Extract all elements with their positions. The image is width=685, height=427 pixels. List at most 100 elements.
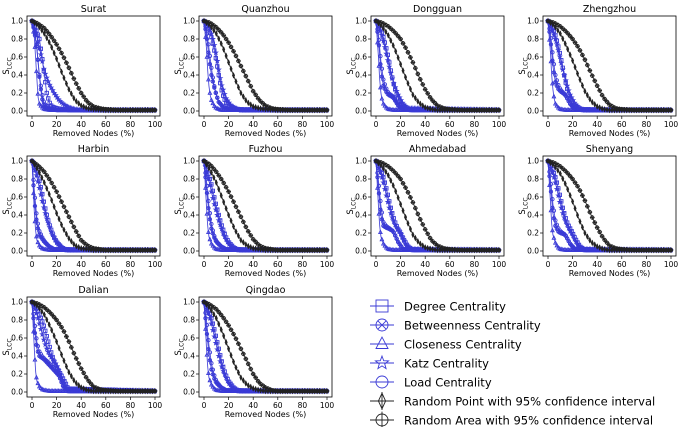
y-axis-label: SLCC: [346, 197, 358, 214]
y-tick-label: 0.2: [355, 229, 367, 238]
y-tick-label: 1.0: [183, 17, 195, 26]
data-point: [215, 64, 220, 69]
data-point: [258, 98, 263, 104]
y-tick-label: 1.0: [11, 298, 23, 307]
x-tick-label: 60: [445, 120, 455, 129]
y-tick-label: 0.0: [183, 107, 195, 116]
data-point: [46, 81, 53, 88]
x-tick-label: 80: [298, 260, 308, 269]
data-point: [226, 40, 231, 45]
data-point: [214, 30, 218, 37]
data-point: [204, 19, 209, 25]
data-point: [234, 78, 238, 85]
data-point: [51, 38, 57, 44]
panel-title: Zhengzhou: [583, 4, 636, 15]
data-point: [48, 84, 55, 91]
y-tick-label: 0.4: [183, 71, 195, 80]
data-point: [219, 40, 223, 47]
data-point: [240, 68, 246, 74]
data-point: [218, 29, 224, 35]
y-tick-label: 1.0: [355, 17, 367, 26]
data-point: [239, 89, 243, 97]
y-axis-label: SLCC: [174, 57, 186, 74]
y-tick-label: 0.6: [11, 53, 23, 62]
data-point: [82, 103, 86, 110]
y-tick-label: 0.2: [11, 370, 23, 379]
data-point: [250, 88, 256, 94]
x-tick-label: 100: [148, 120, 163, 129]
y-tick-label: 0.8: [355, 175, 367, 184]
y-tick-label: 0.0: [527, 247, 539, 256]
data-point: [208, 97, 214, 102]
data-point: [74, 97, 78, 105]
y-tick-label: 0.2: [183, 229, 195, 238]
data-point: [67, 86, 71, 93]
y-tick-label: 1.0: [355, 157, 367, 166]
x-tick-label: 100: [492, 260, 507, 269]
x-tick-label: 0: [30, 401, 35, 410]
series-random-area-with-95-confidence-interval: [29, 18, 158, 113]
data-point: [81, 94, 87, 99]
data-point: [43, 74, 50, 81]
data-point: [78, 90, 84, 96]
x-tick-label: 100: [320, 260, 335, 269]
data-point: [32, 44, 38, 49]
x-tick-label: 0: [374, 260, 379, 269]
data-point: [31, 25, 36, 30]
data-point: [244, 96, 248, 104]
data-point: [211, 41, 218, 48]
data-point: [212, 27, 216, 34]
data-point: [52, 49, 56, 57]
x-tick-label: 100: [492, 120, 507, 129]
x-tick-label: 40: [420, 120, 430, 129]
x-axis-label: Removed Nodes (%): [397, 129, 479, 138]
y-tick-label: 1.0: [527, 157, 539, 166]
data-point: [243, 73, 249, 79]
data-point: [261, 105, 265, 113]
data-point: [72, 94, 76, 102]
x-tick-label: 60: [273, 260, 283, 269]
series-random-area-with-95-confidence-interval: [201, 18, 330, 113]
y-axis-label: SLCC: [346, 57, 358, 74]
data-point: [212, 49, 219, 56]
data-point: [60, 68, 64, 76]
y-tick-label: 0.4: [183, 211, 195, 220]
data-point: [38, 103, 44, 108]
data-point: [35, 90, 41, 96]
x-tick-label: 20: [224, 260, 234, 269]
data-point: [224, 52, 228, 60]
data-point: [38, 83, 44, 88]
data-point: [66, 65, 72, 71]
data-point: [232, 72, 236, 79]
x-tick-label: 40: [248, 260, 258, 269]
data-point: [259, 105, 263, 112]
panel-title: Shenyang: [586, 144, 633, 155]
y-axis-label: SLCC: [174, 197, 186, 214]
data-point: [236, 58, 241, 64]
data-point: [68, 70, 74, 76]
data-point: [241, 93, 245, 100]
data-point: [57, 61, 61, 69]
data-point: [212, 84, 217, 89]
x-tick-label: 0: [30, 120, 35, 129]
x-axis-label: Removed Nodes (%): [397, 269, 479, 278]
data-point: [79, 102, 83, 109]
x-tick-label: 0: [374, 120, 379, 129]
x-tick-label: 60: [101, 120, 111, 129]
panel-title: Harbin: [78, 144, 110, 155]
data-point: [253, 92, 259, 98]
data-point: [215, 66, 222, 73]
y-tick-label: 0.2: [183, 89, 195, 98]
x-tick-label: 100: [148, 401, 163, 410]
data-point: [206, 42, 211, 47]
y-tick-label: 0.8: [183, 35, 195, 44]
x-tick-label: 60: [101, 260, 111, 269]
x-axis-label: Removed Nodes (%): [225, 269, 307, 278]
data-point: [87, 105, 91, 112]
y-tick-label: 0.8: [11, 175, 23, 184]
data-point: [76, 85, 82, 91]
panel-title: Fuzhou: [249, 144, 283, 155]
